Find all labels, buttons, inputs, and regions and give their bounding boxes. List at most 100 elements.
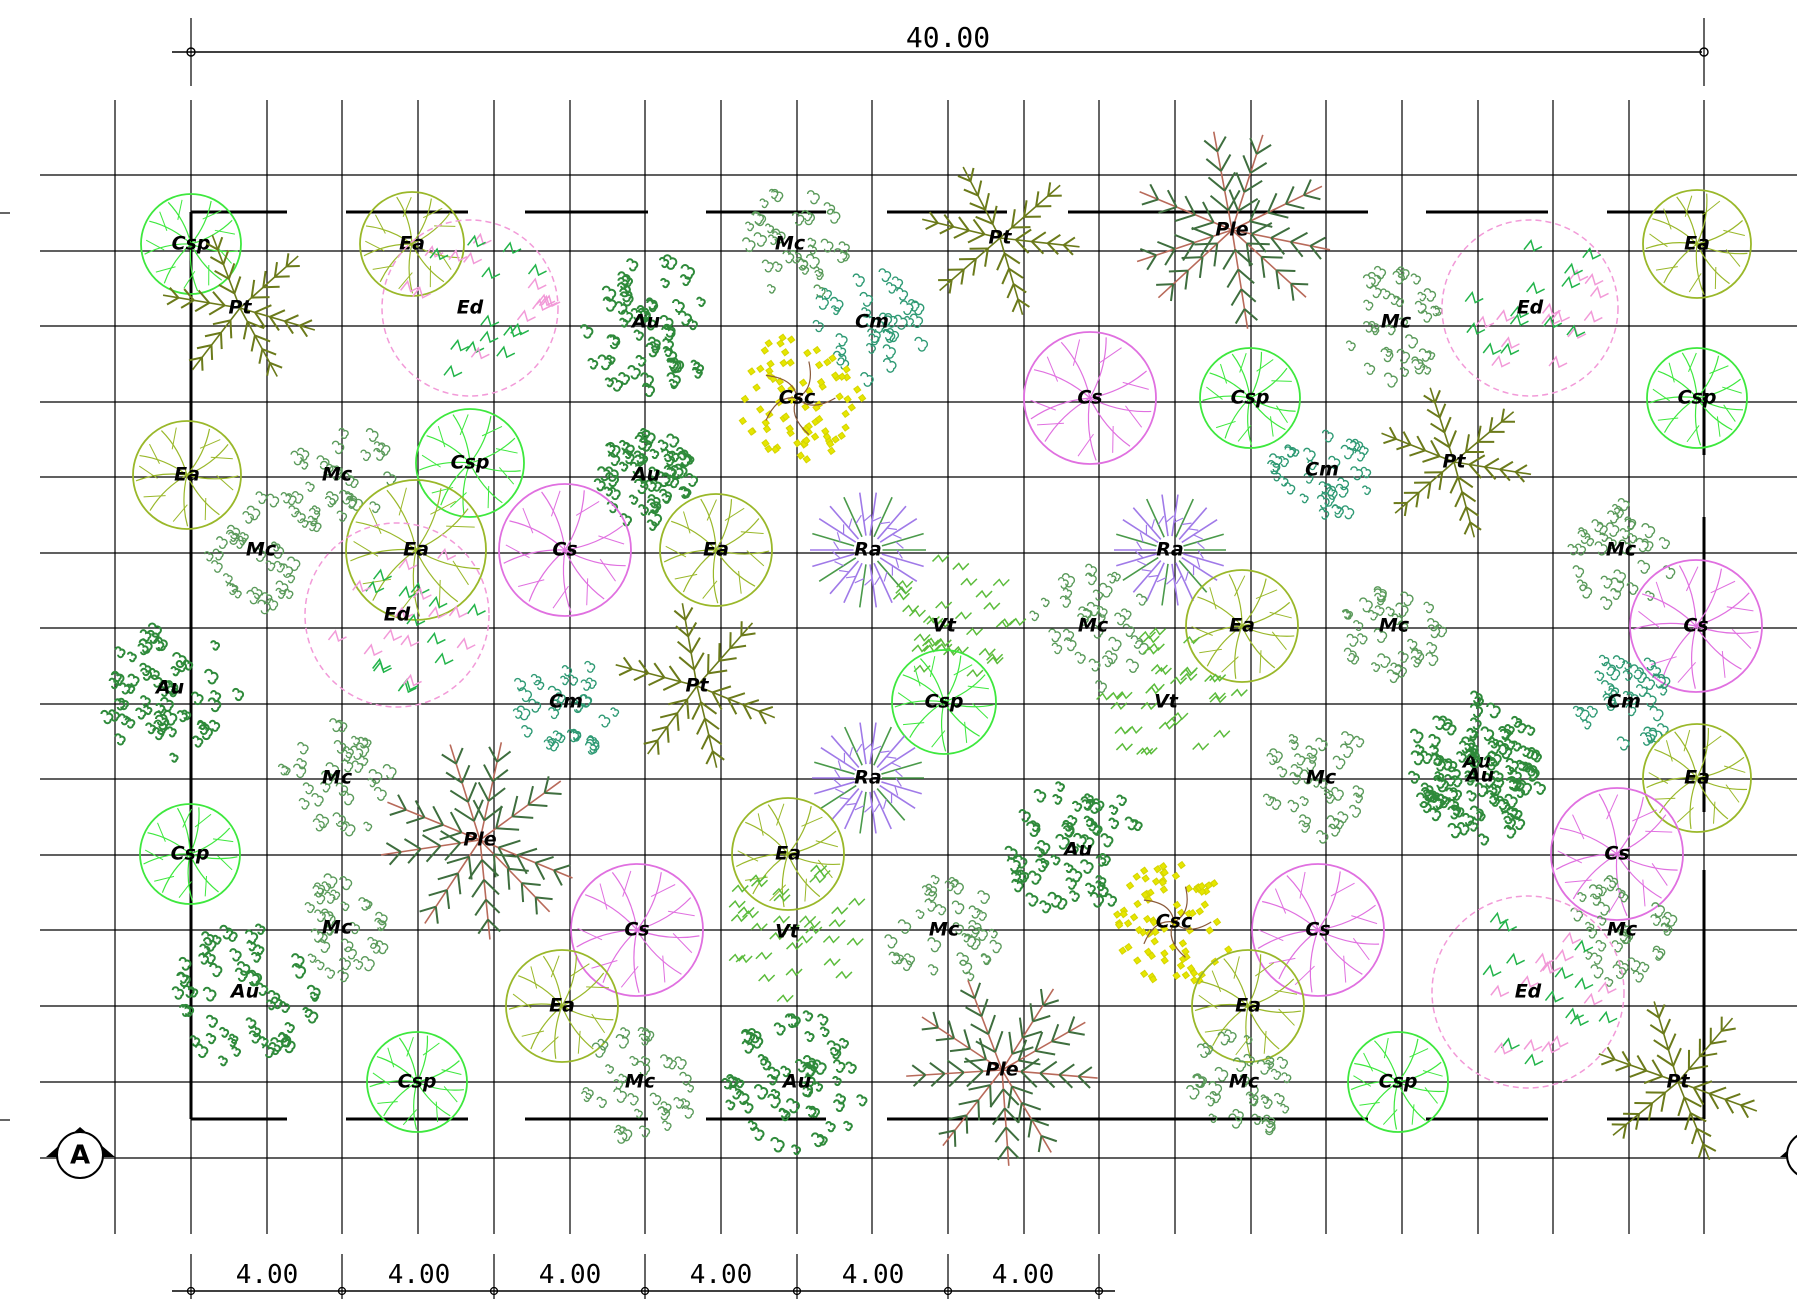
tree-cm: Cm [1267, 429, 1372, 520]
tree-au: Au [1421, 717, 1539, 846]
tree-label: Cm [1607, 691, 1641, 713]
tree-label: Mc [322, 917, 353, 939]
tree-au: Au [721, 1010, 868, 1156]
tree-au: Au [593, 427, 699, 531]
tree-mc: Mc [581, 1027, 695, 1144]
tree-label: Mc [775, 233, 806, 255]
tree-ea: Ea [1185, 569, 1299, 683]
tree-csp: Csp [366, 1031, 468, 1133]
tree-csc: Csc [1113, 860, 1233, 985]
tree-label: Mc [322, 767, 353, 789]
module-dimension-label: 4.00 [690, 1260, 753, 1290]
tree-label: Ra [854, 539, 881, 561]
tree-au: Au [171, 923, 321, 1067]
tree-label: Cm [855, 311, 889, 333]
tree-cm: Cm [1572, 654, 1671, 751]
tree-label: Csp [1379, 1071, 1418, 1093]
tree-cs: Cs [1251, 863, 1385, 997]
tree-ea: Ea [1191, 949, 1305, 1063]
tree-label: Au [630, 464, 660, 486]
tree-label: Pt [988, 227, 1012, 249]
tree-label: Au [229, 981, 259, 1003]
tree-label: Ed [1517, 297, 1544, 319]
tree-vt: Vt [1096, 627, 1248, 756]
tree-label: Pt [1666, 1071, 1690, 1093]
tree-csp: Csp [139, 803, 241, 905]
tree-label: Ed [1515, 981, 1542, 1003]
tree-label: Csp [398, 1071, 437, 1093]
tree-mc: Mc [1029, 563, 1149, 693]
tree-label: Ra [1156, 539, 1183, 561]
tree-au: Au [580, 254, 706, 398]
tree-label: Pt [685, 675, 709, 697]
tree-label: Mc [246, 539, 277, 561]
tree-ed: Ed [304, 522, 490, 708]
tree-label: Mc [1606, 539, 1637, 561]
tree-label: Au [1062, 839, 1092, 861]
tree-ea: Ea [132, 420, 242, 530]
tree-label: Cm [549, 691, 583, 713]
tree-label: Mc [322, 464, 353, 486]
tree-label: Au [154, 677, 184, 699]
tree-label: Ed [384, 604, 411, 626]
overall-dimension-label: 40.00 [906, 21, 990, 54]
module-dimension-label: 4.00 [388, 1260, 451, 1290]
tree-label: Cs [624, 919, 649, 941]
tree-pt: Pt [615, 603, 776, 768]
tree-ed: Ed [1431, 895, 1625, 1089]
tree-csc: Csc [738, 333, 867, 464]
tree-ea: Ea [659, 493, 773, 607]
tree-label: Mc [1078, 615, 1109, 637]
tree-mc: Mc [280, 427, 397, 533]
tree-ed: Ed [381, 219, 561, 397]
module-dimension-label: 4.00 [842, 1260, 905, 1290]
tree-mc: Mc [742, 188, 850, 298]
tree-pt: Pt [922, 166, 1080, 315]
tree-label: Ea [399, 233, 425, 255]
tree-label: Csp [925, 691, 964, 713]
grid-bubble-partial [1780, 1134, 1797, 1176]
tree-csp: Csp [415, 408, 525, 518]
tree-pt: Pt [1598, 1001, 1758, 1161]
tree-label: Mc [1381, 311, 1412, 333]
tree-ra: Ra [1114, 494, 1226, 606]
tree-label: Ple [1215, 219, 1248, 241]
tree-vt: Vt [728, 864, 866, 1003]
tree-mc: Mc [277, 718, 397, 837]
tree-label: Cs [1077, 387, 1102, 409]
tree-label: Cs [552, 539, 577, 561]
tree-label: Mc [1306, 767, 1337, 789]
tree-csp: Csp [1646, 347, 1748, 449]
tree-cs: Cs [498, 483, 632, 617]
tree-label: Csc [779, 387, 816, 409]
tree-au: Au [100, 622, 245, 763]
tree-vt: Vt [892, 554, 1027, 678]
tree-mc: Mc [1345, 265, 1443, 388]
tree-label: Ea [1235, 995, 1261, 1017]
tree-mc: Mc [204, 491, 306, 615]
tree-label: Pt [1442, 451, 1466, 473]
tree-label: Au [1464, 765, 1494, 787]
tree-ra: Ra [810, 492, 926, 608]
tree-ple: Ple [380, 742, 573, 940]
tree-label: Ple [985, 1059, 1018, 1081]
tree-ed: Ed [1441, 219, 1619, 397]
tree-cm: Cm [512, 660, 620, 755]
tree-au: Au [1004, 781, 1143, 914]
tree-pt: Pt [162, 234, 316, 377]
module-dimension-label: 4.00 [992, 1260, 1055, 1290]
tree-label: Ea [775, 843, 801, 865]
tree-label: Ea [549, 995, 575, 1017]
tree-label: Csp [1678, 387, 1717, 409]
tree-ple: Ple [906, 979, 1098, 1166]
tree-label: Ea [174, 464, 200, 486]
tree-ea: Ea [505, 949, 619, 1063]
tree-label: Mc [1229, 1071, 1260, 1093]
tree-ra: Ra [812, 722, 924, 834]
tree-label: Ea [1229, 615, 1255, 637]
tree-csp: Csp [1347, 1031, 1449, 1133]
tree-mc: Mc [1341, 586, 1448, 684]
tree-label: Cs [1604, 843, 1629, 865]
tree-label: Ea [403, 539, 429, 561]
